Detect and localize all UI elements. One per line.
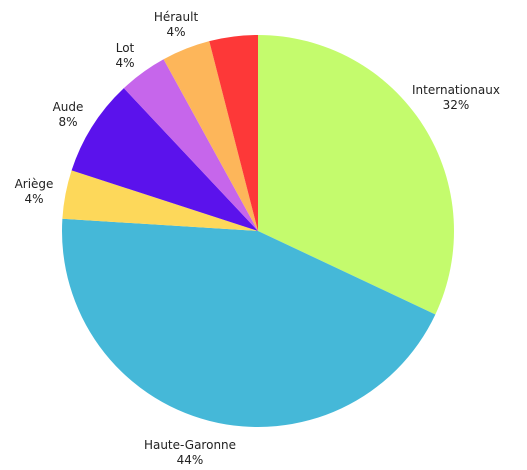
slice-label-percent: 32% bbox=[443, 98, 470, 112]
pie-slice-internationaux bbox=[258, 35, 455, 315]
slice-label-name: Internationaux bbox=[412, 83, 500, 97]
slice-label-percent: 4% bbox=[115, 56, 134, 70]
pie-slice-herault bbox=[163, 41, 258, 231]
slice-label-haute-garonne: Haute-Garonne 44% bbox=[144, 438, 236, 467]
slice-label-percent: 4% bbox=[166, 25, 185, 39]
slice-label-percent: 44% bbox=[177, 453, 204, 467]
slice-label-internationaux: Internationaux 32% bbox=[412, 83, 500, 112]
slice-label-herault: Hérault 4% bbox=[154, 10, 199, 39]
slice-label-percent: 8% bbox=[58, 115, 77, 129]
pie-labels: Internationaux 32%Haute-Garonne 44%Ariège 4… bbox=[15, 10, 500, 467]
slice-label-lot: Lot 4% bbox=[115, 41, 134, 70]
pie-slice-haute-garonne bbox=[62, 218, 436, 427]
slice-label-name: Aude bbox=[53, 100, 84, 114]
slice-label-name: Hérault bbox=[154, 10, 199, 24]
slice-label-aude: Aude 8% bbox=[53, 100, 84, 129]
slice-label-name: Haute-Garonne bbox=[144, 438, 236, 452]
slice-label-name: Ariège bbox=[15, 177, 54, 191]
slice-label-ariege: Ariège 4% bbox=[15, 177, 54, 206]
slice-label-percent: 4% bbox=[24, 192, 43, 206]
slice-label-name: Lot bbox=[116, 41, 135, 55]
pie-slice-unlabeled bbox=[209, 35, 258, 231]
pie-slice-lot bbox=[123, 59, 258, 231]
pie-slices bbox=[62, 35, 455, 427]
pie-slice-aude bbox=[71, 88, 258, 232]
pie-slice-ariege bbox=[62, 170, 258, 231]
